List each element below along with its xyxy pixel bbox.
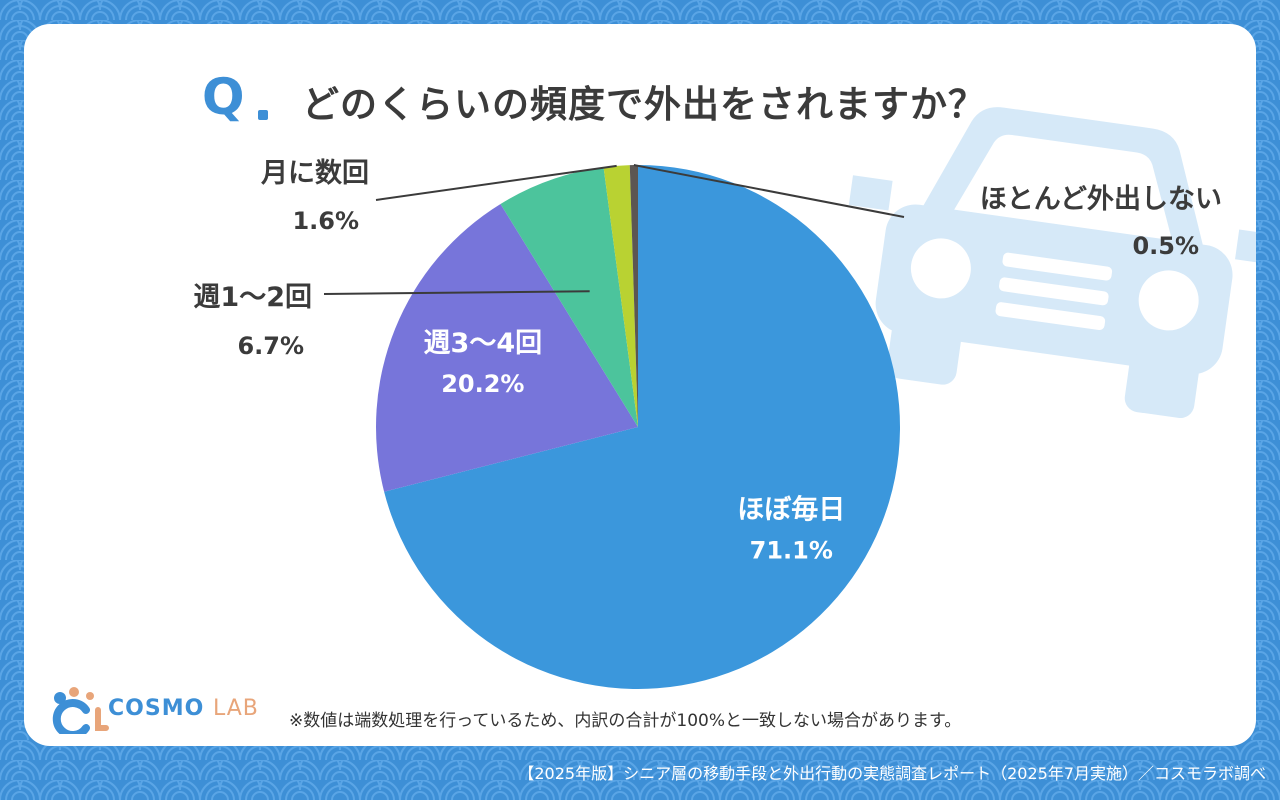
pie-slice-4 (629, 165, 638, 427)
slice-value-3: 1.6% (292, 207, 359, 235)
leader-line-3 (375, 164, 617, 201)
slice-value-2: 6.7% (237, 332, 304, 360)
slice-label-0: ほぼ毎日 (737, 495, 845, 526)
slice-value-4: 0.5% (1132, 232, 1199, 260)
rounding-note: ※数値は端数処理を行っているため、内訳の合計が100%と一致しない場合があります… (289, 711, 962, 731)
chart-title: どのくらいの頻度で外出をされますか？ (302, 83, 986, 126)
slice-value-0: 71.1% (750, 537, 833, 565)
slice-value-1: 20.2% (441, 370, 524, 398)
leader-line-2 (323, 290, 590, 295)
pie-chart: ほぼ毎日 71.1% 週3〜4回 20.2% 週1〜2回 6.7% 月に数回 1.6% ほとんど… (193, 158, 1222, 689)
slice-label-4: ほとんど外出しない (980, 184, 1222, 215)
slice-label-3: 月に数回 (260, 158, 369, 189)
logo-sub: LAB (212, 696, 259, 721)
question-dot (258, 110, 268, 120)
logo-main: COSMO (108, 696, 205, 721)
slice-label-2: 週1〜2回 (193, 282, 312, 313)
logo-text: COSMO LAB (108, 696, 259, 721)
pie-slice-0 (384, 165, 901, 689)
footer-source: 【2025年版】シニア層の移動手段と外出行動の実態調査レポート（2025年7月実… (518, 764, 1266, 783)
question-mark-q: Q (202, 68, 245, 126)
leader-line-4 (633, 164, 905, 218)
pie-slice-1 (376, 203, 638, 492)
pie-slice-3 (603, 165, 638, 427)
cosmo-lab-logo (52, 687, 109, 734)
car-icon (848, 107, 1256, 419)
pie-slice-2 (500, 167, 638, 427)
slice-label-1: 週3〜4回 (424, 328, 543, 359)
chart-card: Q どのくらいの頻度で外出をされますか？ ほぼ毎日 71.1% 週3〜4回 20.2%… (24, 24, 1256, 746)
